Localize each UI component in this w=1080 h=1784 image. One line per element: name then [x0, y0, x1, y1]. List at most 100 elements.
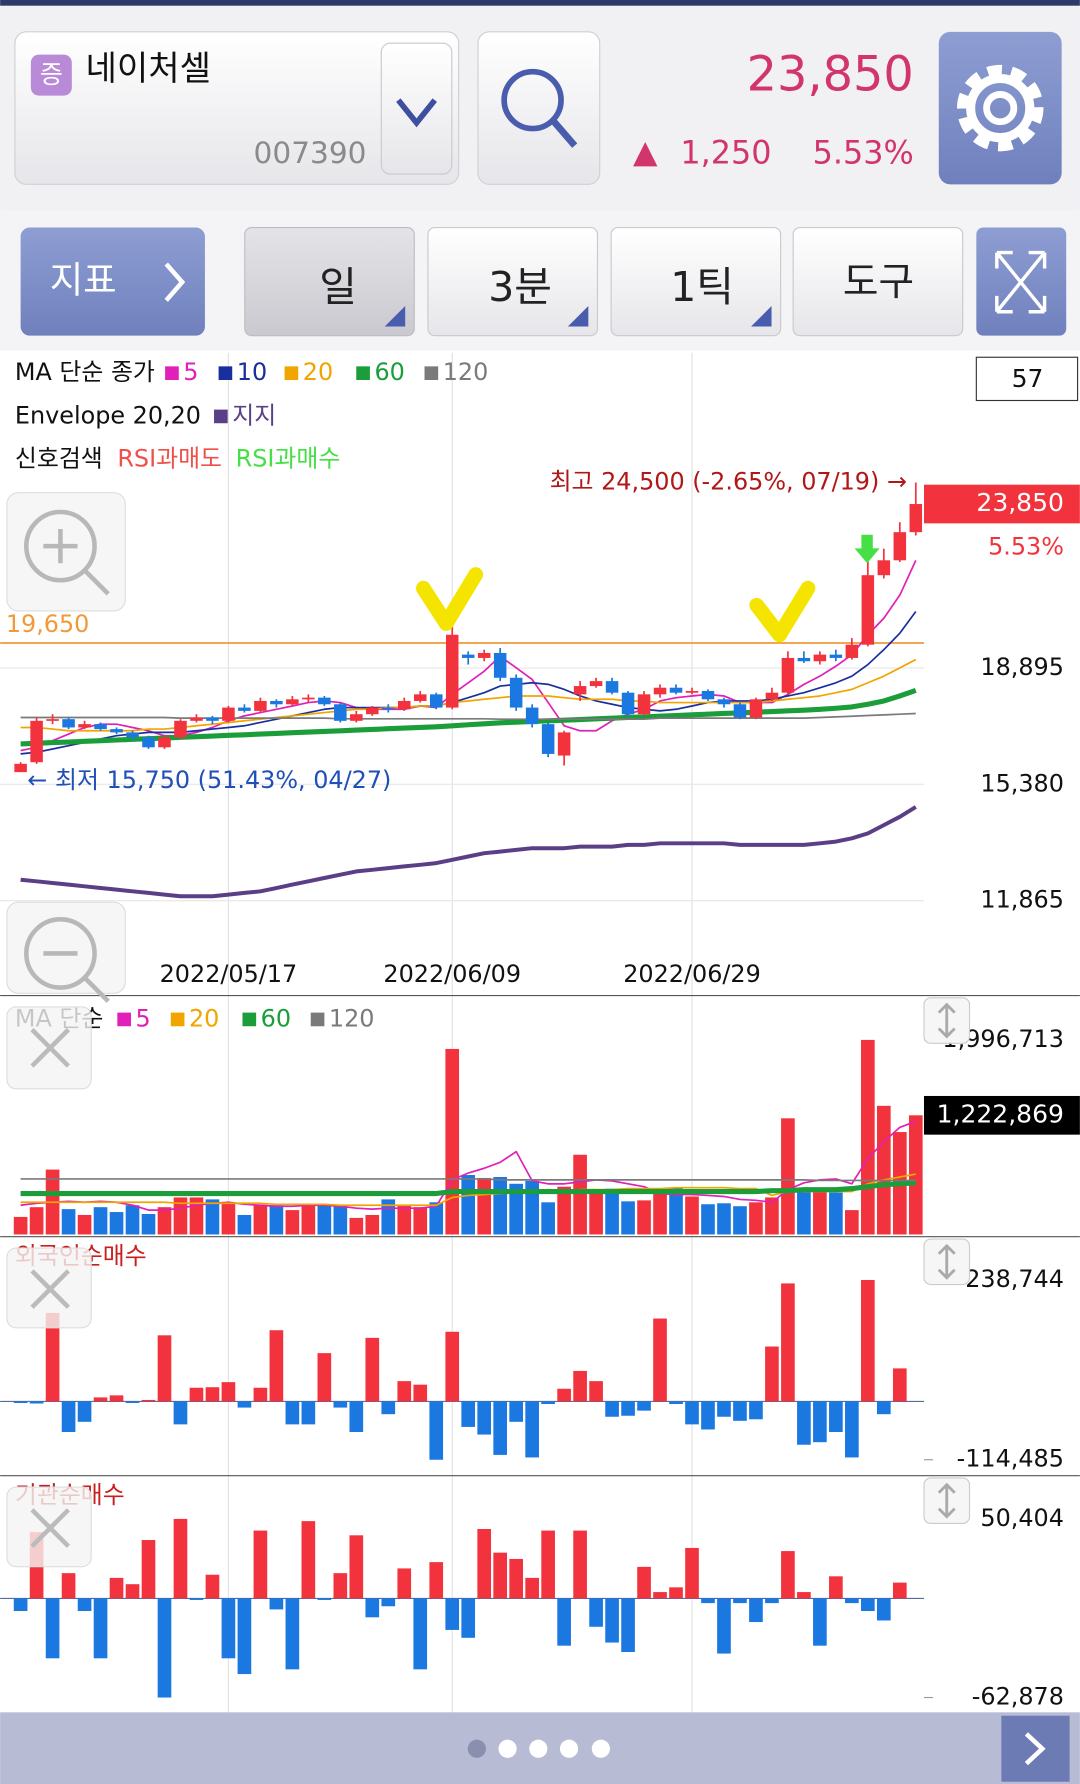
- dropdown-button[interactable]: [380, 42, 453, 175]
- resize-icon: [937, 1243, 956, 1280]
- legend-label: 10: [237, 358, 267, 386]
- candle-body: [350, 714, 363, 721]
- ma-line: [20, 1178, 916, 1182]
- candle-body: [174, 720, 187, 738]
- bar: [733, 1598, 747, 1604]
- bar: [653, 1318, 667, 1402]
- candle-body: [829, 654, 843, 658]
- next-button[interactable]: [1001, 1715, 1070, 1782]
- bar: [237, 1401, 252, 1408]
- search-icon-handle: [550, 118, 578, 148]
- bar: [13, 1401, 28, 1404]
- bar: [573, 1370, 587, 1402]
- candle-body: [206, 717, 219, 721]
- bar: [861, 1598, 875, 1611]
- candle-body: [621, 692, 635, 715]
- bar: [733, 1206, 747, 1235]
- bar: [381, 1401, 396, 1415]
- candle-body: [334, 704, 347, 721]
- candle-body: [493, 652, 507, 678]
- bar: [477, 1529, 492, 1599]
- candle-body: [797, 657, 811, 662]
- legend-swatch: [214, 409, 228, 424]
- y-tick-label: -62,878: [972, 1683, 1064, 1711]
- bar: [29, 1207, 44, 1235]
- bar: [877, 1105, 891, 1235]
- legend-swatch: [242, 1012, 257, 1027]
- bar: [205, 1199, 220, 1235]
- period-button[interactable]: [427, 226, 599, 337]
- bar: [253, 1387, 268, 1402]
- bar: [541, 1530, 555, 1599]
- bar: [493, 1401, 508, 1455]
- bar: [493, 1552, 508, 1599]
- y-tick-label: 11,865: [980, 886, 1064, 914]
- candle-body: [701, 691, 715, 700]
- bar: [797, 1189, 811, 1235]
- bar: [157, 1335, 172, 1402]
- page-dot[interactable]: [467, 1739, 486, 1758]
- bar: [61, 1209, 76, 1235]
- bar: [429, 1562, 444, 1599]
- bar: [237, 1598, 252, 1675]
- bar: [589, 1193, 603, 1235]
- bar: [637, 1200, 651, 1235]
- candle-body: [685, 691, 699, 693]
- bar: [333, 1573, 348, 1599]
- legend-label: 20: [303, 358, 333, 386]
- bar: [525, 1180, 539, 1235]
- page-dot[interactable]: [559, 1739, 579, 1758]
- bar: [717, 1401, 731, 1417]
- candle-body: [30, 720, 43, 763]
- bar: [301, 1521, 316, 1599]
- count-box[interactable]: [975, 356, 1079, 402]
- current-volume-tag: [923, 1095, 1080, 1135]
- bar: [605, 1598, 619, 1643]
- bar: [349, 1217, 364, 1235]
- bar: [573, 1154, 587, 1235]
- chart-area: [0, 350, 1080, 1713]
- bar: [125, 1584, 140, 1599]
- indicator-button[interactable]: [20, 227, 205, 336]
- bar: [413, 1384, 428, 1402]
- ma-line: [20, 658, 917, 732]
- period-button[interactable]: [244, 226, 415, 337]
- bar: [173, 1518, 188, 1599]
- bar: [749, 1598, 763, 1623]
- expand-icon: [995, 250, 1047, 314]
- bar: [141, 1399, 156, 1402]
- page-dot[interactable]: [498, 1739, 517, 1758]
- bar: [461, 1598, 476, 1638]
- search-button[interactable]: [477, 31, 601, 185]
- bar: [829, 1401, 843, 1433]
- current-price-label: 23,850: [976, 488, 1064, 517]
- bar: [845, 1210, 859, 1235]
- bar: [317, 1598, 332, 1600]
- page-dot[interactable]: [591, 1739, 610, 1758]
- stock-box[interactable]: [14, 31, 460, 185]
- zoom-out-button[interactable]: [6, 901, 126, 994]
- bar: [461, 1175, 476, 1235]
- period-button[interactable]: [610, 226, 782, 337]
- bar: [813, 1598, 827, 1646]
- legend-label: 5: [136, 1004, 151, 1032]
- stock-code: 007390: [254, 136, 367, 170]
- candle-body: [413, 694, 427, 701]
- bar: [589, 1598, 603, 1627]
- tools-label: 도구: [843, 260, 914, 305]
- period-label: 1틱: [670, 263, 734, 311]
- legend-label: 20: [189, 1004, 219, 1032]
- bar: [397, 1205, 412, 1235]
- page-dot[interactable]: [529, 1739, 548, 1758]
- bar: [221, 1598, 236, 1659]
- candle-body: [238, 707, 251, 711]
- bar: [589, 1381, 603, 1402]
- y-tick-label: 15,380: [980, 769, 1064, 797]
- bar: [701, 1401, 715, 1430]
- zoom-out-icon: [43, 951, 110, 1003]
- bar: [685, 1401, 699, 1425]
- tools-button[interactable]: [792, 226, 964, 337]
- bar: [141, 1214, 156, 1235]
- settings-button[interactable]: [938, 31, 1062, 185]
